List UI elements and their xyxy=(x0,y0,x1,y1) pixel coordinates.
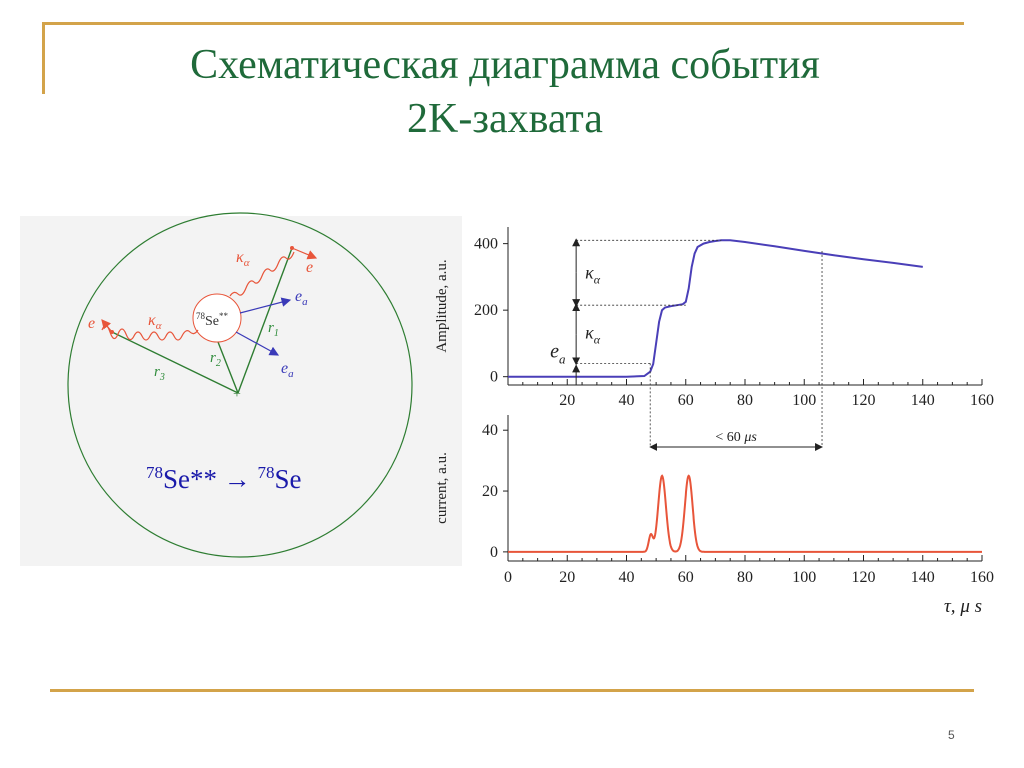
ea-bottom-label: ea xyxy=(281,360,294,380)
cur-x-tick-label: 80 xyxy=(737,569,753,586)
electron-top-label: e xyxy=(306,259,313,276)
page-number: 5 xyxy=(948,728,955,742)
cur-x-axis-label: τ, μ s xyxy=(944,596,982,617)
amp-kappa-upper-label: κα xyxy=(585,263,601,287)
cur-x-tick-label: 60 xyxy=(678,569,694,586)
r1-label: r1 xyxy=(268,320,279,339)
amp-x-tick-label: 100 xyxy=(792,392,816,409)
amp-x-tick-label: 60 xyxy=(678,392,694,409)
amplitude-chart: 0 200 400 20 40 60 80 100 120 140 160 Amplitude, a.… xyxy=(434,227,994,451)
footer-line xyxy=(50,689,974,692)
kappa-wave-top xyxy=(229,251,295,297)
diagram-panel xyxy=(20,216,462,566)
amp-ea-label: ea xyxy=(550,340,566,366)
kappa-wave-left xyxy=(101,324,199,341)
r2-label: r2 xyxy=(210,350,221,369)
ea-arrow-top xyxy=(239,297,292,314)
r1-line xyxy=(237,247,293,394)
frame-left-line xyxy=(42,22,45,94)
cur-y-tick-label: 40 xyxy=(482,422,498,439)
cur-series-line xyxy=(508,474,982,553)
electron-left-label: e xyxy=(88,315,95,332)
current-chart: 0 20 40 0 20 40 60 80 100 120 140 160 current, a.u. τ… xyxy=(434,415,994,617)
ea-arrow-bottom xyxy=(235,331,280,356)
nucleus-label: 78Se** xyxy=(196,311,229,329)
cur-x-tick-label: 160 xyxy=(970,569,994,586)
cur-x-tick-label: 20 xyxy=(559,569,575,586)
title-line-1: Схематическая диаграмма события xyxy=(190,42,820,88)
amp-y-tick-label: 0 xyxy=(490,369,498,386)
alpha-sub: α xyxy=(594,273,601,287)
a-sub: a xyxy=(559,351,566,366)
cur-y-axis-label: current, a.u. xyxy=(434,452,450,524)
amp-x-tick-label: 120 xyxy=(852,392,876,409)
r3-line xyxy=(111,331,239,394)
kappa-top-label: κα xyxy=(236,249,250,269)
alpha-sub: α xyxy=(594,332,601,346)
amp-series-line xyxy=(508,239,923,378)
cur-y-tick-label: 20 xyxy=(482,483,498,500)
cur-x-axis-unit: μ s xyxy=(959,596,982,617)
nucleus-circle xyxy=(192,293,242,343)
origin-cross: + xyxy=(233,387,241,402)
amp-y-tick-label: 200 xyxy=(474,302,498,319)
amp-x-tick-label: 140 xyxy=(911,392,935,409)
nucleus-mass: 78 xyxy=(196,311,206,321)
frame-top-line xyxy=(42,22,964,25)
interval-label: < 60 μs xyxy=(715,430,757,445)
amp-kappa-lower-label: κα xyxy=(585,322,601,346)
r3-label: r3 xyxy=(154,364,165,383)
cur-x-tick-label: 120 xyxy=(852,569,876,586)
amp-y-tick-label: 400 xyxy=(474,236,498,253)
cur-x-tick-label: 100 xyxy=(792,569,816,586)
title-line-2: 2K-захвата xyxy=(407,96,603,142)
amp-x-tick-label: 40 xyxy=(619,392,635,409)
r2-line xyxy=(217,341,239,394)
nucleus-symbol: Se xyxy=(205,314,219,329)
reaction-label: 78Se** → 78Se xyxy=(146,463,302,494)
amp-x-tick-label: 160 xyxy=(970,392,994,409)
electron-arrow-top xyxy=(291,247,318,260)
slide-title: Схематическая диаграмма события 2K-захва… xyxy=(60,38,950,146)
interval-unit: μs xyxy=(743,430,757,445)
detector-circle xyxy=(67,212,413,558)
cur-y-tick-label: 0 xyxy=(490,544,498,561)
amp-x-tick-label: 80 xyxy=(737,392,753,409)
kappa-left-label: κα xyxy=(148,312,162,332)
ea-top-label: ea xyxy=(295,288,308,308)
cur-x-tick-label: 40 xyxy=(619,569,635,586)
cur-x-tick-label: 0 xyxy=(504,569,512,586)
amp-y-axis-label: Amplitude, a.u. xyxy=(434,259,450,352)
amp-x-tick-label: 20 xyxy=(559,392,575,409)
cur-x-tick-label: 140 xyxy=(911,569,935,586)
nucleus-excited: ** xyxy=(219,311,229,321)
electron-arrow-left xyxy=(101,319,113,333)
